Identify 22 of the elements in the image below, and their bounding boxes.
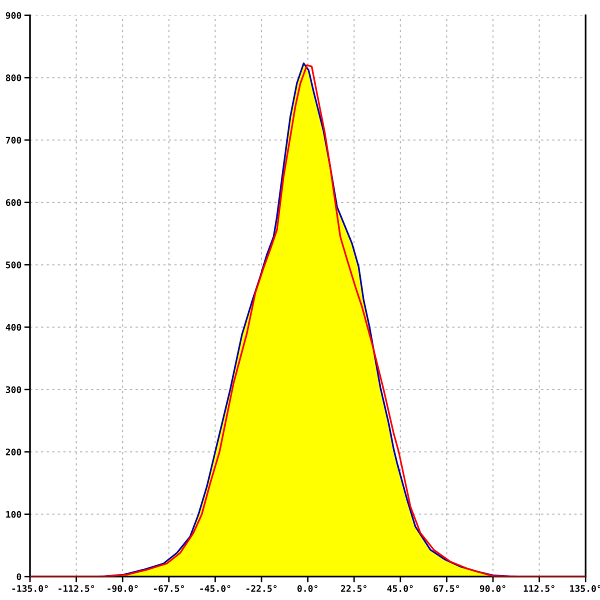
- x-tick-label: 0.0°: [297, 585, 318, 592]
- x-tick-label: -45.0°: [200, 585, 230, 592]
- y-tick-label: 0: [16, 573, 22, 580]
- y-tick-label: 100: [6, 510, 22, 518]
- x-tick-label: -135.0°: [12, 585, 48, 592]
- x-tick-label: -90.0°: [108, 585, 138, 592]
- x-tick-label: -112.5°: [58, 585, 94, 592]
- x-tick-label: 112.5°: [524, 585, 554, 592]
- x-tick-label: -67.5°: [154, 585, 184, 592]
- y-tick-label: 300: [6, 386, 22, 394]
- x-tick-label: 67.5°: [434, 585, 460, 592]
- x-tick-label: -22.5°: [246, 585, 277, 592]
- x-tick-label: 45.0°: [387, 585, 413, 592]
- y-tick-label: 900: [6, 12, 22, 19]
- x-tick-label: 90.0°: [480, 585, 506, 592]
- y-tick-label: 500: [6, 261, 22, 268]
- y-tick-label: 800: [6, 74, 22, 82]
- x-tick-label: 22.5°: [341, 585, 366, 592]
- y-tick-label: 200: [6, 448, 22, 456]
- y-tick-label: 600: [6, 199, 22, 206]
- y-tick-label: 700: [6, 136, 22, 144]
- y-tick-label: 400: [6, 324, 22, 331]
